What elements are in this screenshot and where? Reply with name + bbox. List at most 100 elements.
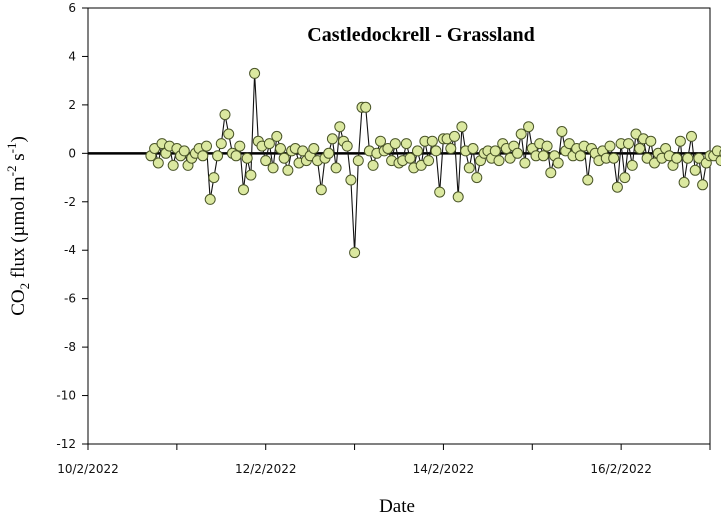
data-point xyxy=(682,152,694,164)
ylabel-mol-m: mol m xyxy=(8,176,29,225)
data-point xyxy=(471,172,483,184)
data-point xyxy=(574,150,586,162)
data-point xyxy=(537,150,549,162)
y-tick-label: 0 xyxy=(68,146,76,160)
x-axis-label: Date xyxy=(379,496,415,517)
data-point xyxy=(608,152,620,164)
data-point xyxy=(267,162,279,174)
data-point xyxy=(404,152,416,164)
data-point xyxy=(219,109,231,121)
data-point xyxy=(412,145,423,157)
data-point xyxy=(674,135,686,147)
y-axis-label: CO2 flux (µmol m-2 s-1) xyxy=(4,136,32,316)
ylabel-s: s xyxy=(8,153,29,165)
data-point xyxy=(689,164,701,176)
data-point xyxy=(245,169,257,181)
data-point xyxy=(367,159,379,171)
data-point xyxy=(315,184,327,196)
data-point xyxy=(634,143,646,154)
data-point xyxy=(208,172,220,184)
ylabel-co: CO xyxy=(8,289,29,315)
x-tick-label: 12/2/2022 xyxy=(235,462,297,476)
data-point xyxy=(434,186,446,198)
data-point xyxy=(552,157,564,169)
data-point xyxy=(449,130,460,142)
data-point xyxy=(645,135,657,147)
data-point xyxy=(515,128,527,140)
data-point xyxy=(326,133,338,145)
data-point xyxy=(278,152,290,164)
data-point xyxy=(671,152,683,164)
y-tick-label: -10 xyxy=(56,389,76,403)
x-tick-label: 14/2/2022 xyxy=(413,462,475,476)
data-point xyxy=(604,140,616,152)
ylabel-sup-m2: -2 xyxy=(4,166,19,177)
data-point xyxy=(352,155,364,167)
data-point xyxy=(330,162,342,174)
data-point xyxy=(626,159,638,171)
data-point xyxy=(249,67,261,79)
chart-title: Castledockrell - Grassland xyxy=(307,24,534,46)
y-tick-label: -12 xyxy=(56,437,76,451)
data-point xyxy=(271,130,283,142)
data-point xyxy=(519,157,531,169)
data-point xyxy=(234,140,246,152)
ylabel-close: ) xyxy=(8,136,29,142)
x-tick-label: 10/2/2022 xyxy=(57,462,119,476)
data-point xyxy=(323,147,335,159)
y-tick-label: -6 xyxy=(64,292,76,306)
data-point xyxy=(197,150,209,162)
y-tick-label: -8 xyxy=(64,340,76,354)
y-tick-label: 6 xyxy=(68,1,76,15)
series-points-group xyxy=(145,67,721,259)
data-point xyxy=(345,174,357,186)
data-point xyxy=(711,145,721,157)
data-point xyxy=(282,164,294,176)
data-point xyxy=(152,157,164,169)
data-point xyxy=(263,138,275,150)
data-point xyxy=(678,176,690,188)
data-point xyxy=(238,184,249,196)
data-point xyxy=(334,121,346,133)
data-point xyxy=(178,145,190,157)
data-point xyxy=(463,162,475,174)
data-point xyxy=(260,155,272,167)
y-tick-label: -2 xyxy=(64,195,76,209)
data-point xyxy=(512,147,523,159)
data-point xyxy=(697,179,709,191)
data-point xyxy=(686,130,697,142)
data-point xyxy=(349,247,361,259)
x-tick-label: 16/2/2022 xyxy=(590,462,652,476)
ylabel-mu: µ xyxy=(8,225,29,236)
x-axis-ticks: 10/2/2022 12/2/2022 14/2/2022 16/2/2022 xyxy=(57,444,711,476)
data-point xyxy=(611,181,623,193)
data-point xyxy=(423,155,435,167)
data-point xyxy=(556,126,568,137)
data-point xyxy=(167,159,179,171)
ylabel-sub-2: 2 xyxy=(17,283,32,290)
data-point xyxy=(467,143,479,154)
data-point xyxy=(341,140,353,152)
data-point xyxy=(389,138,401,150)
data-point xyxy=(493,155,505,167)
data-point xyxy=(545,167,557,179)
data-point xyxy=(452,191,464,203)
data-point xyxy=(223,128,235,140)
data-point xyxy=(360,101,372,113)
data-point xyxy=(523,121,535,133)
data-point xyxy=(275,143,286,154)
data-point xyxy=(623,138,634,150)
data-point xyxy=(619,172,631,184)
data-point xyxy=(430,145,442,157)
data-point xyxy=(241,152,253,164)
y-axis-ticks: 6 4 2 0 -2 -4 -6 -8 -10 -12 xyxy=(56,1,88,451)
data-point xyxy=(445,143,457,154)
data-point xyxy=(308,143,320,154)
data-point xyxy=(375,135,386,147)
data-point xyxy=(582,174,594,186)
data-point xyxy=(230,150,242,162)
ylabel-sup-s1: -1 xyxy=(4,143,19,154)
ylabel-flux: flux ( xyxy=(8,236,29,282)
data-point xyxy=(400,138,412,150)
